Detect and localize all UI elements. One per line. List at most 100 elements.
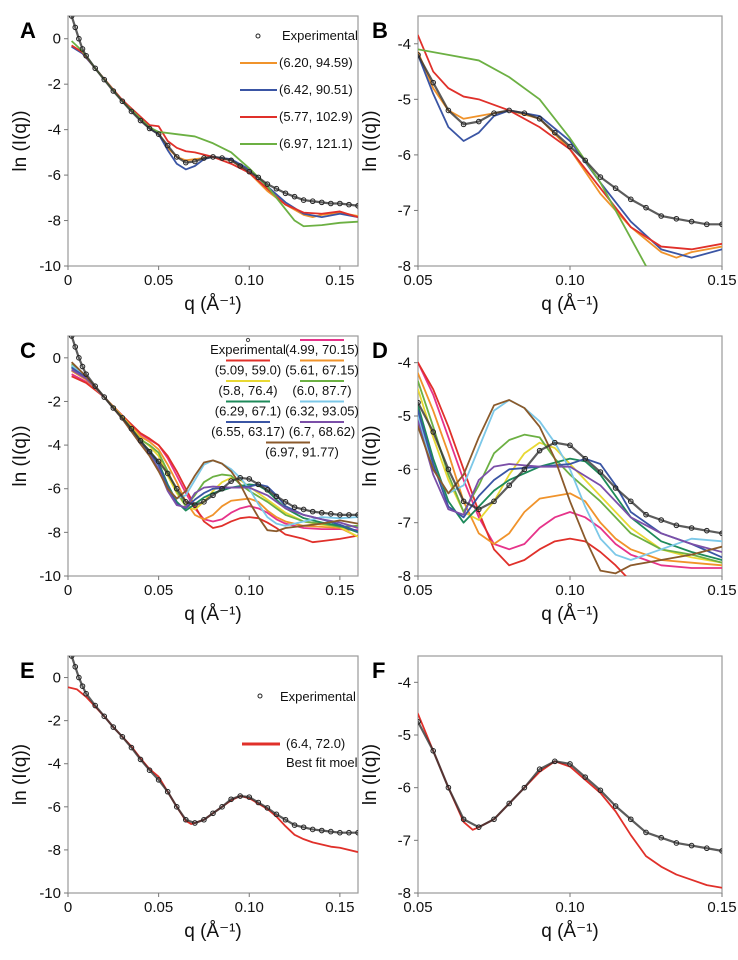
x-tick-label: 0.10 [235,899,264,916]
experimental-trace [418,400,722,535]
legend-label: (6.42, 90.51) [279,82,353,97]
series-6-97-91-77 [418,399,722,575]
y-axis-title: ln (I(q)) [10,110,31,171]
x-tick-label: 0 [64,899,72,916]
data-point [506,482,513,489]
y-tick-label: -7 [398,515,411,532]
series-line [71,373,358,532]
data-point [164,470,171,477]
series-5-61-67-15 [418,371,722,567]
data-point [325,564,330,569]
legend-label: (6.55, 63.17) [211,424,285,439]
legend-marker [255,33,261,39]
legend-label: Experimental [280,689,356,704]
series-line [418,48,648,266]
x-tick-label: 0.10 [235,582,264,599]
data-point [72,344,79,350]
series-5-77-102-9 [71,44,358,218]
x-axis-title: q (Å⁻¹) [184,294,242,315]
data-point [643,829,649,836]
data-point [430,79,437,86]
data-point [460,816,467,823]
data-point [476,506,482,513]
panel-label: A [20,18,36,43]
data-point [628,196,634,203]
legend-label: (5.09, 59.0) [215,363,282,378]
series-line [418,419,722,553]
experimental-trace [70,16,358,207]
data-point [328,511,334,517]
data-point [673,840,680,846]
data-point [146,448,153,455]
data-point [155,777,162,783]
data-point [282,190,289,197]
x-tick-label: 0.05 [144,899,173,916]
legend-marker [245,337,251,343]
data-point [460,121,467,128]
data-point [201,816,207,823]
x-tick-label: 0.05 [144,272,173,289]
data-point [476,118,482,125]
data-point [418,399,421,406]
data-point [119,733,126,740]
series-line [418,53,722,259]
plot-area [68,336,358,544]
data-point [68,16,75,19]
y-axis-title: ln (I(q)) [360,744,381,805]
series-experimental [270,94,722,537]
series-6-7-68-62 [418,419,722,553]
data-point [192,820,198,826]
data-point [255,174,262,181]
series-line [418,371,722,567]
data-point [688,525,695,531]
y-tick-label: -2 [48,713,61,730]
data-point [72,24,79,31]
data-point [183,159,189,166]
data-point [219,804,225,810]
data-point [300,824,307,831]
legend-label: (6.7, 68.62) [289,424,356,439]
data-point [219,485,225,492]
series-6-97-121-1 [418,48,648,266]
data-point [137,117,144,124]
data-point [128,108,135,115]
x-tick-label: 0.15 [707,582,736,599]
data-point [83,690,89,697]
y-tick-label: -10 [39,885,61,902]
data-point [521,784,528,791]
x-tick-label: 0.05 [403,582,432,599]
data-point [291,822,298,828]
data-point [92,383,98,389]
data-point [612,485,619,491]
data-point [237,163,243,169]
x-tick-label: 0.10 [235,272,264,289]
y-tick-label: -5 [398,408,411,425]
data-point [719,530,722,537]
y-tick-label: -8 [48,213,61,230]
x-tick-label: 0.10 [555,272,584,289]
data-point [460,498,467,505]
experimental-trace [418,719,722,852]
data-point [597,787,604,794]
data-point [264,487,271,493]
data-point [270,94,275,99]
data-point [68,656,75,659]
y-tick-label: -7 [398,202,411,219]
y-axis-title: ln (I(q)) [10,425,31,486]
y-tick-label: -6 [48,799,61,816]
y-tick-label: -6 [398,780,411,797]
data-point [119,415,126,421]
data-point [76,674,82,681]
data-point [325,243,330,248]
data-point [346,201,352,208]
data-point [228,157,234,164]
data-point [288,168,293,173]
y-tick-label: -8 [398,258,411,275]
data-point [183,499,189,505]
series-line [418,361,627,576]
series-experimental [418,52,722,228]
data-point [68,336,75,339]
data-point [101,713,108,720]
legend: Experimental (4.99, 70.15)(5.09, 59.0) (5.… [210,337,359,460]
